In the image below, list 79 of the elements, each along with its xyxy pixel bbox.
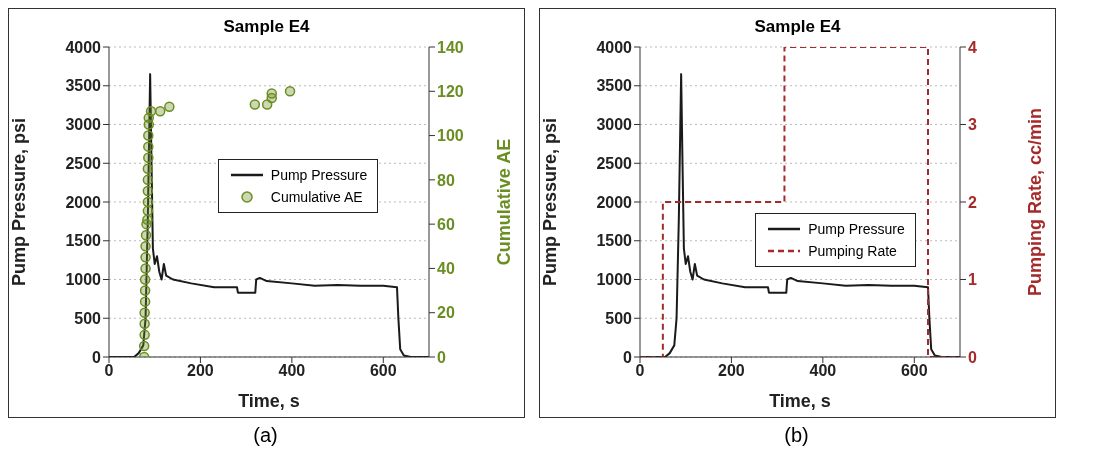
y-tick-label: 0	[92, 348, 102, 366]
point	[139, 296, 151, 307]
y-tick-label: 0	[623, 348, 633, 366]
x-axis-title: Time, s	[238, 391, 300, 411]
point	[138, 340, 150, 352]
legend-label: Pumping Rate	[808, 242, 897, 259]
y-tick-label: 3500	[65, 77, 102, 95]
x-tick-label: 400	[278, 362, 306, 380]
point	[140, 229, 152, 241]
y-tick-label: 3500	[596, 77, 633, 95]
point	[139, 329, 150, 341]
point	[142, 163, 154, 175]
x-tick-label: 0	[635, 362, 645, 380]
y2-tick-label: 140	[437, 38, 464, 56]
point	[142, 196, 154, 208]
y2-axis-title: Pumping Rate, cc/min	[1025, 107, 1046, 297]
x-tick-label: 600	[369, 362, 397, 380]
point	[142, 205, 154, 217]
x-axis-title: Time, s	[769, 391, 831, 411]
y2-tick-label: 0	[437, 348, 446, 366]
text: (a)	[252, 424, 279, 447]
point	[249, 99, 261, 110]
y-tick-label: 2000	[596, 193, 633, 211]
text: (b)	[783, 424, 810, 447]
point	[143, 152, 154, 163]
chart-title: Sample E4	[753, 17, 842, 37]
y2-tick-label: 0	[968, 348, 977, 366]
point	[143, 141, 154, 152]
y2-tick-label: 1	[968, 271, 977, 289]
y-axis-title: Pump Pressure, psi	[9, 117, 30, 287]
legend-label: Pump Pressure	[270, 166, 368, 183]
point	[139, 274, 151, 285]
y-tick-label: 4000	[596, 38, 633, 56]
y-tick-label: 3000	[65, 116, 102, 134]
point	[140, 252, 151, 263]
y2-tick-label: 80	[437, 171, 455, 189]
y2-tick-label: 20	[437, 304, 455, 322]
y-tick-label: 1500	[65, 232, 102, 250]
point	[142, 214, 153, 225]
x-tick-label: 0	[104, 362, 114, 380]
y-tick-label: 2500	[596, 154, 633, 172]
y-tick-label: 1000	[596, 271, 633, 289]
y-axis-title: Pump Pressure, psi	[540, 117, 561, 287]
x-tick-label: 200	[718, 362, 745, 380]
legend-label: Pump Pressure	[808, 220, 905, 237]
y-tick-label: 500	[74, 309, 102, 327]
point	[142, 185, 154, 197]
y2-tick-label: 120	[437, 82, 464, 100]
y2-tick-label: 40	[437, 260, 455, 278]
y2-tick-label: 2	[968, 193, 977, 211]
y-tick-label: 3000	[596, 116, 633, 134]
y2-tick-label: 100	[437, 127, 464, 145]
y-tick-label: 1000	[65, 271, 102, 289]
y2-tick-label: 3	[968, 116, 977, 134]
point	[266, 88, 278, 99]
y-tick-label: 4000	[65, 38, 102, 56]
x-tick-label: 200	[187, 362, 214, 380]
x-tick-label: 400	[809, 362, 837, 380]
point	[139, 307, 150, 318]
point	[142, 174, 154, 186]
chart-title: Sample E4	[222, 17, 311, 37]
point	[164, 101, 175, 113]
point	[139, 318, 150, 330]
y-tick-label: 500	[605, 309, 633, 327]
legend-label: Cumulative AE	[270, 188, 363, 205]
y2-axis-title: Cumulative AE	[494, 138, 515, 266]
point	[139, 285, 151, 296]
y2-tick-label: 60	[437, 215, 455, 233]
point	[145, 105, 157, 117]
point	[154, 105, 166, 117]
y-tick-label: 2500	[65, 154, 102, 172]
y-tick-label: 2000	[65, 193, 102, 211]
y-tick-label: 1500	[596, 232, 633, 250]
point	[143, 130, 154, 141]
point	[140, 263, 151, 274]
point	[284, 86, 296, 97]
x-tick-label: 600	[900, 362, 928, 380]
point	[140, 241, 151, 252]
y2-tick-label: 4	[968, 38, 977, 56]
